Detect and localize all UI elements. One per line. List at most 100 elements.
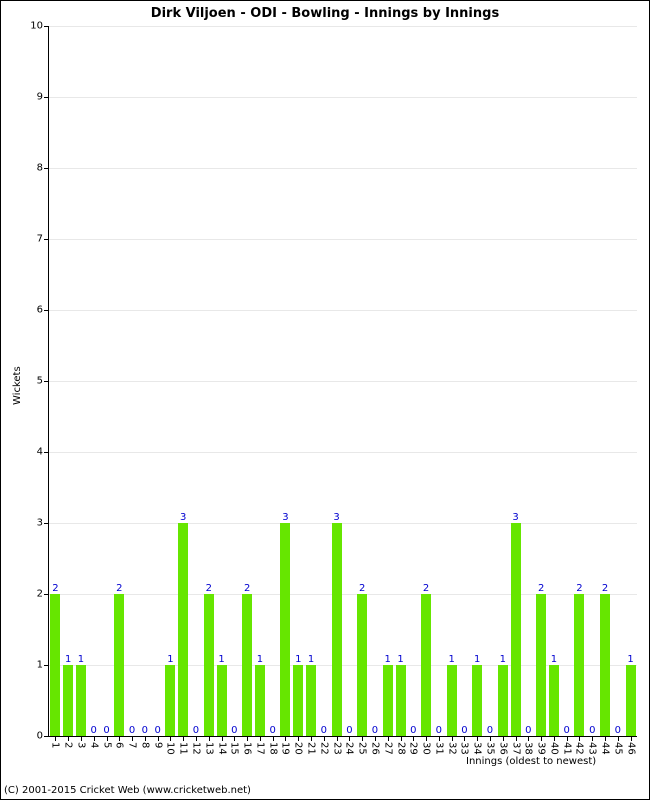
x-axis-label: Innings (oldest to newest)	[466, 756, 596, 767]
x-tick-label: 43	[587, 742, 598, 755]
x-tick-label: 35	[485, 742, 496, 755]
bar-value-label: 2	[576, 583, 582, 594]
bar-value-label: 0	[91, 725, 97, 736]
x-tick-label: 9	[152, 742, 163, 748]
bar: 2	[600, 594, 610, 736]
x-tick-mark	[222, 736, 223, 741]
bar: 2	[536, 594, 546, 736]
x-tick-mark	[132, 736, 133, 741]
x-tick-mark	[145, 736, 146, 741]
x-tick-label: 36	[497, 742, 508, 755]
x-tick-label: 5	[101, 742, 112, 748]
x-tick-mark	[234, 736, 235, 741]
x-tick-label: 8	[139, 742, 150, 748]
x-tick-mark	[464, 736, 465, 741]
x-tick-mark	[503, 736, 504, 741]
bar-value-label: 1	[448, 654, 454, 665]
copyright-text: (C) 2001-2015 Cricket Web (www.cricketwe…	[4, 785, 251, 796]
x-tick-label: 11	[178, 742, 189, 755]
x-tick-mark	[477, 736, 478, 741]
grid-line	[49, 26, 637, 27]
bar: 1	[472, 665, 482, 736]
bar: 1	[306, 665, 316, 736]
grid-line	[49, 168, 637, 169]
bar-value-label: 3	[512, 512, 518, 523]
x-tick-label: 19	[280, 742, 291, 755]
x-tick-mark	[401, 736, 402, 741]
bar-value-label: 2	[244, 583, 250, 594]
x-tick-mark	[439, 736, 440, 741]
chart-title: Dirk Viljoen - ODI - Bowling - Innings b…	[0, 6, 650, 21]
x-tick-mark	[452, 736, 453, 741]
x-tick-label: 4	[88, 742, 99, 748]
grid-line	[49, 594, 637, 595]
x-tick-mark	[337, 736, 338, 741]
bar-value-label: 0	[346, 725, 352, 736]
x-tick-label: 6	[114, 742, 125, 748]
y-tick-label: 7	[37, 234, 49, 245]
bar: 1	[626, 665, 636, 736]
bar: 1	[76, 665, 86, 736]
bar: 3	[280, 523, 290, 736]
x-tick-mark	[349, 736, 350, 741]
x-tick-mark	[516, 736, 517, 741]
chart-container: Dirk Viljoen - ODI - Bowling - Innings b…	[0, 0, 650, 800]
x-tick-label: 22	[318, 742, 329, 755]
bar-value-label: 2	[538, 583, 544, 594]
bar-value-label: 2	[116, 583, 122, 594]
x-tick-mark	[170, 736, 171, 741]
x-tick-label: 37	[510, 742, 521, 755]
bar-value-label: 2	[359, 583, 365, 594]
grid-line	[49, 381, 637, 382]
bar-value-label: 1	[551, 654, 557, 665]
x-tick-label: 40	[548, 742, 559, 755]
bar-value-label: 1	[397, 654, 403, 665]
x-tick-label: 42	[574, 742, 585, 755]
bar: 2	[242, 594, 252, 736]
x-tick-label: 20	[293, 742, 304, 755]
x-tick-mark	[311, 736, 312, 741]
bar-value-label: 0	[231, 725, 237, 736]
y-tick-label: 3	[37, 518, 49, 529]
x-tick-mark	[94, 736, 95, 741]
x-tick-label: 3	[75, 742, 86, 748]
bar: 1	[293, 665, 303, 736]
bar-value-label: 0	[103, 725, 109, 736]
x-tick-mark	[298, 736, 299, 741]
x-tick-label: 14	[216, 742, 227, 755]
x-tick-mark	[554, 736, 555, 741]
bar-value-label: 0	[436, 725, 442, 736]
bar-value-label: 1	[308, 654, 314, 665]
bar-value-label: 0	[410, 725, 416, 736]
bar: 1	[165, 665, 175, 736]
x-tick-mark	[273, 736, 274, 741]
bar-value-label: 2	[206, 583, 212, 594]
bar: 1	[549, 665, 559, 736]
bar-value-label: 0	[525, 725, 531, 736]
x-tick-mark	[413, 736, 414, 741]
y-tick-label: 8	[37, 163, 49, 174]
x-tick-label: 33	[459, 742, 470, 755]
bar-value-label: 3	[282, 512, 288, 523]
x-tick-label: 17	[254, 742, 265, 755]
bar-value-label: 0	[461, 725, 467, 736]
bar: 2	[357, 594, 367, 736]
x-tick-mark	[528, 736, 529, 741]
x-tick-mark	[260, 736, 261, 741]
x-tick-mark	[592, 736, 593, 741]
bar-value-label: 1	[295, 654, 301, 665]
bar: 1	[383, 665, 393, 736]
bar-value-label: 2	[423, 583, 429, 594]
grid-line	[49, 97, 637, 98]
y-tick-label: 0	[37, 731, 49, 742]
x-tick-mark	[388, 736, 389, 741]
bar-value-label: 1	[257, 654, 263, 665]
bar-value-label: 0	[129, 725, 135, 736]
bar-value-label: 1	[78, 654, 84, 665]
x-tick-label: 25	[357, 742, 368, 755]
bar: 1	[396, 665, 406, 736]
x-tick-mark	[81, 736, 82, 741]
bar-value-label: 1	[167, 654, 173, 665]
x-tick-mark	[579, 736, 580, 741]
bar: 1	[255, 665, 265, 736]
